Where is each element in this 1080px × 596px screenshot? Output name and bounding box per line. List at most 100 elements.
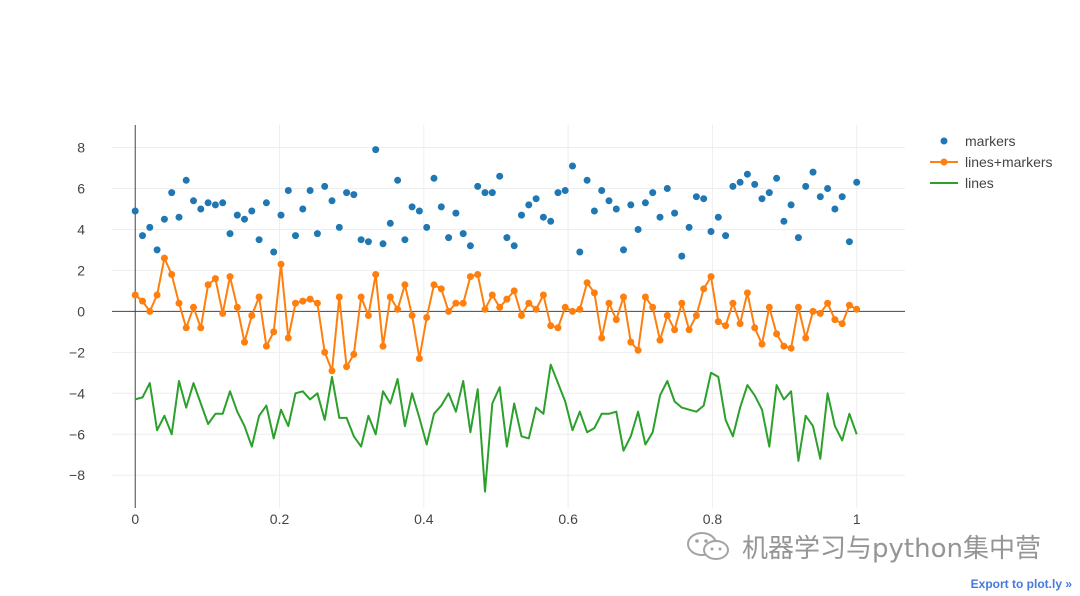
legend-item[interactable]: lines [930,175,994,191]
data-point [437,203,445,211]
data-point [634,346,642,354]
data-point [372,271,380,278]
data-point [707,228,715,235]
grid-lines [112,125,905,508]
legend-swatch-marker [940,137,948,145]
data-point [386,293,394,301]
data-point [328,197,336,205]
data-point [547,217,555,225]
legend[interactable]: markers lines+markers lines [930,133,1053,191]
data-point [292,299,299,307]
data-point [160,215,168,223]
data-point [496,303,504,311]
data-point [612,205,620,213]
y-tick-label: −8 [69,467,85,483]
data-point [853,178,861,186]
data-point [824,299,832,307]
data-point [722,322,730,330]
data-point [758,195,766,203]
data-point [743,170,751,178]
data-point [204,281,212,289]
data-point [379,240,387,248]
series-markers [131,146,861,260]
data-point [233,211,241,219]
data-point [547,322,555,330]
data-point [466,273,474,281]
data-point [386,219,394,227]
data-point [328,367,336,375]
data-point [700,195,708,203]
y-tick-label: 6 [77,180,85,196]
data-point [539,291,547,299]
data-point [415,355,423,362]
data-point [532,195,540,203]
data-point [561,187,569,194]
data-point [590,207,598,215]
data-point [590,289,598,297]
data-point [831,205,839,213]
data-point [270,328,278,336]
data-point [372,146,380,154]
data-point [153,291,161,299]
data-point [394,176,402,184]
data-point [401,281,409,289]
series-lines [134,363,858,493]
data-point [649,303,657,311]
export-to-plotly-link[interactable]: Export to plot.ly » [970,577,1072,591]
data-point [408,203,416,211]
data-point [445,307,453,315]
data-point [787,201,795,209]
data-point [831,316,839,324]
data-point [765,303,773,311]
data-point [248,207,256,215]
legend-item[interactable]: lines+markers [930,154,1053,170]
data-point [343,189,351,197]
data-point [518,211,525,219]
data-point [824,185,832,192]
data-point [838,320,846,328]
data-point [598,334,606,342]
data-point [510,287,518,295]
data-point [153,246,161,254]
data-point [802,334,810,342]
data-point [321,182,329,190]
x-tick-label: 0.4 [414,511,434,527]
legend-label: lines+markers [965,154,1053,170]
data-point [729,182,737,190]
data-point [488,291,496,299]
data-point [211,201,219,209]
data-point [816,193,824,201]
legend-swatch-marker [940,158,948,166]
data-point [612,316,620,324]
data-point [773,330,781,338]
data-point [525,201,533,209]
data-point [503,234,511,242]
data-point [131,291,139,299]
data-point [248,312,256,319]
data-point [313,230,321,238]
data-point [656,213,664,221]
data-point [160,254,168,262]
series-line [134,257,858,372]
data-point [394,305,402,313]
legend-item[interactable]: markers [940,133,1016,149]
data-point [554,324,562,332]
plot-area [131,146,861,493]
data-point [146,307,154,315]
data-point [525,299,533,307]
data-point [445,234,453,242]
data-point [554,189,562,197]
data-point [780,217,788,225]
data-point [474,182,482,190]
data-point [175,299,183,307]
data-point [656,336,664,344]
data-point [182,324,190,332]
data-point [233,303,241,311]
data-point [780,342,788,350]
data-point [459,299,467,307]
data-point [787,344,795,352]
data-point [583,279,591,287]
data-point [284,187,292,194]
data-point [802,182,810,190]
x-tick-label: 0.8 [703,511,723,527]
